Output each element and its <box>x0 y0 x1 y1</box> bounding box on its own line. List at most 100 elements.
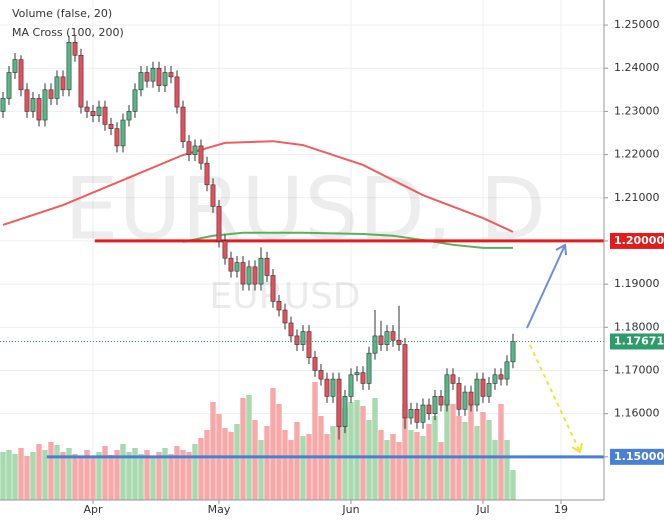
volume-bar <box>486 420 492 500</box>
candle-body <box>144 72 150 82</box>
candle-body <box>18 59 24 91</box>
candle-body <box>492 374 498 384</box>
candle-body <box>270 275 276 302</box>
volume-bar <box>54 445 60 500</box>
candle-body <box>24 89 30 112</box>
x-tick-label: May <box>208 503 231 516</box>
volume-bar <box>468 400 474 500</box>
candle-body <box>360 372 366 384</box>
candle-body <box>486 383 492 397</box>
y-tick-label: 1.18000 <box>614 320 660 333</box>
y-tick-label: 1.21000 <box>614 191 660 204</box>
volume-bar <box>18 448 24 500</box>
candle-body <box>438 396 444 406</box>
candle-body <box>180 106 186 142</box>
y-tick-label: 1.19000 <box>614 277 660 290</box>
candle-body <box>132 89 138 112</box>
candle-body <box>192 145 198 155</box>
down-arrowhead <box>571 442 583 454</box>
indicator-label: Volume (false, 20) <box>12 7 112 20</box>
candle-body <box>84 106 90 112</box>
volume-bar <box>396 442 402 500</box>
volume-bar <box>366 420 372 500</box>
volume-bar <box>300 436 306 500</box>
volume-bar <box>264 426 270 500</box>
candle-body <box>126 111 132 121</box>
y-tick-label: 1.17000 <box>614 363 660 376</box>
volume-bar <box>192 444 198 500</box>
volume-bar <box>270 388 276 500</box>
volume-bar <box>234 424 240 500</box>
volume-bar <box>330 426 336 500</box>
candle-body <box>366 352 372 384</box>
candle-body <box>228 257 234 272</box>
candle-body <box>12 59 18 73</box>
candle-body <box>504 361 510 380</box>
volume-bar <box>408 430 414 500</box>
candle-body <box>498 374 504 380</box>
last-price-box <box>610 333 664 350</box>
volume-bar <box>360 406 366 500</box>
candle-body <box>162 72 168 86</box>
candle-body <box>474 378 480 406</box>
candle-body <box>396 339 402 345</box>
candle-body <box>264 257 270 276</box>
volume-bar <box>336 398 342 500</box>
volume-bar <box>510 470 516 500</box>
volume-bar <box>222 428 228 500</box>
candle-body <box>336 378 342 427</box>
candle-body <box>72 42 78 56</box>
candle-body <box>456 383 462 410</box>
volume-bar <box>240 398 246 500</box>
x-tick-label: Jun <box>341 503 359 516</box>
candle-body <box>138 72 144 91</box>
volume-bar <box>12 454 18 500</box>
candle-body <box>108 124 114 129</box>
y-tick-label: 1.23000 <box>614 104 660 117</box>
candle-body <box>114 128 120 147</box>
x-tick-label: 19 <box>554 503 568 516</box>
volume-bar <box>402 404 408 500</box>
candle-body <box>444 374 450 406</box>
volume-bar <box>450 404 456 500</box>
candle-body <box>282 309 288 324</box>
candle-body <box>510 341 516 363</box>
volume-bar <box>492 440 498 500</box>
candle-body <box>216 206 222 242</box>
volume-bar <box>186 452 192 500</box>
candle-body <box>42 89 48 121</box>
candle-body <box>432 396 438 414</box>
volume-bar <box>324 434 330 500</box>
candle-body <box>462 391 468 410</box>
volume-bar <box>414 432 420 500</box>
candle-body <box>402 344 408 419</box>
candle-body <box>150 67 156 82</box>
volume-bar <box>426 424 432 500</box>
level-label: 1.15000 <box>614 450 664 463</box>
candle-body <box>78 54 84 108</box>
volume-bar <box>246 395 252 500</box>
volume-bar <box>438 442 444 500</box>
ma-line <box>2 140 514 233</box>
volume-bar <box>474 426 480 500</box>
volume-bar <box>126 452 132 500</box>
volume-bar <box>6 450 12 500</box>
candle-body <box>468 391 474 406</box>
volume-bar <box>180 450 186 500</box>
y-tick-label: 1.22000 <box>614 148 660 161</box>
volume-bar <box>48 442 54 500</box>
candle-body <box>60 76 66 91</box>
candle-body <box>156 67 162 86</box>
level-label-box <box>610 448 664 465</box>
watermark: EURUSD, D <box>64 159 546 259</box>
volume-bar <box>60 452 66 500</box>
candle-body <box>348 374 354 397</box>
volume-bar <box>378 430 384 500</box>
volume-bar <box>204 430 210 500</box>
candle-body <box>66 42 72 91</box>
candle-body <box>330 378 336 397</box>
volume-bar <box>72 454 78 500</box>
volume-bar <box>162 448 168 500</box>
candle-body <box>186 141 192 155</box>
volume-bar <box>312 382 318 500</box>
